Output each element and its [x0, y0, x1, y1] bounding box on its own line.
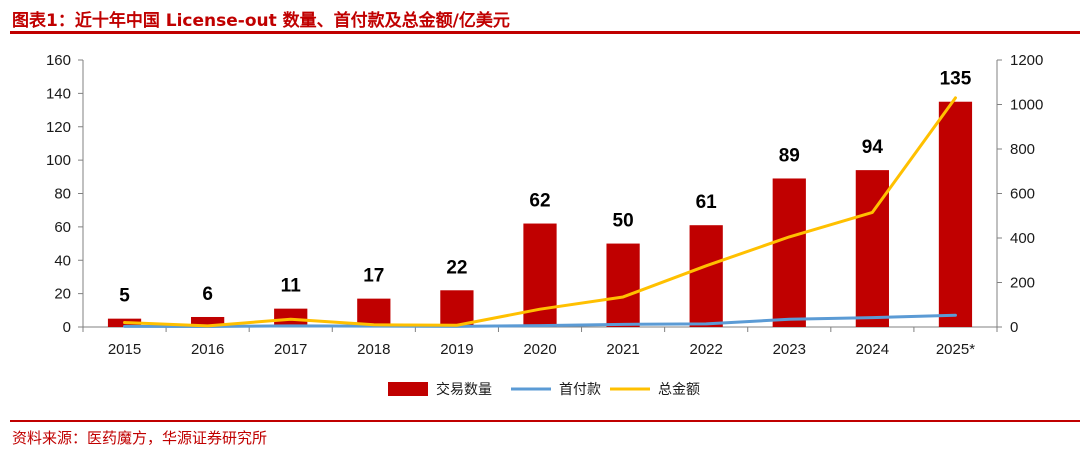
y-left-tick-label: 0 [63, 319, 71, 336]
x-tick-label: 2016 [191, 341, 224, 358]
y-right-tick-label: 600 [1010, 186, 1035, 203]
y-left-tick-label: 120 [46, 119, 71, 136]
bar [772, 178, 806, 327]
bar-data-label: 135 [940, 69, 972, 90]
y-left-tick-label: 100 [46, 152, 71, 169]
bar-data-label: 94 [862, 137, 884, 158]
y-right-tick-label: 1200 [1010, 52, 1043, 69]
y-right-tick-label: 400 [1010, 230, 1035, 247]
x-tick-label: 2019 [440, 341, 473, 358]
bar [689, 225, 723, 327]
total-amount-line [123, 96, 957, 328]
x-tick-label: 2022 [689, 341, 722, 358]
title-divider [10, 31, 1080, 34]
x-tick-label: 2024 [856, 341, 889, 358]
bar-data-label: 5 [119, 286, 130, 307]
x-tick-label: 2015 [108, 341, 141, 358]
bar-data-label: 62 [529, 191, 550, 212]
bar-data-label: 11 [281, 276, 302, 297]
y-right-tick-label: 800 [1010, 141, 1035, 158]
bar [938, 101, 973, 327]
y-left-tick-label: 60 [54, 219, 71, 236]
x-tick-label: 2021 [606, 341, 639, 358]
axes: 0 20 40 60 80 100 120 140 160 0 200 400 600 800 1000 12… [46, 52, 1043, 358]
upfront-payment-line [123, 313, 957, 329]
combo-chart: 0 20 40 60 80 100 120 140 160 0 200 400 600 800 1000 12… [46, 52, 1043, 398]
bar [357, 298, 391, 327]
y-right-tick-label: 200 [1010, 275, 1035, 292]
bar [191, 316, 225, 327]
bar-data-label: 17 [363, 266, 384, 287]
bar-data-label: 50 [613, 211, 634, 232]
y-right-tick-label: 1000 [1010, 97, 1043, 114]
bar [440, 290, 474, 327]
x-tick-label: 2025* [936, 341, 975, 358]
y-left-tick-label: 140 [46, 85, 71, 102]
bar [855, 170, 889, 327]
y-left-tick-label: 20 [54, 286, 71, 303]
legend-item-trade-count-swatch [388, 382, 428, 396]
x-tick-label: 2017 [274, 341, 307, 358]
bar-data-label: 89 [779, 145, 800, 166]
legend: 交易数量 首付款 总金额 [388, 381, 700, 398]
bar-data-label: 6 [202, 284, 213, 305]
data-labels: 5 6 11 17 22 62 50 61 89 94 135 [119, 69, 971, 307]
bar [606, 243, 640, 327]
footer-divider [10, 420, 1080, 422]
legend-item-total-label: 总金额 [658, 382, 700, 398]
bar-data-label: 22 [446, 257, 467, 278]
bar-data-label: 61 [696, 192, 718, 213]
chart-title: 图表1：近十年中国 License-out 数量、首付款及总金额/亿美元 [12, 11, 510, 31]
y-left-tick-label: 160 [46, 52, 71, 69]
x-tick-label: 2020 [523, 341, 556, 358]
y-left-tick-label: 80 [54, 186, 71, 203]
y-right-tick-label: 0 [1010, 319, 1018, 336]
x-tick-label: 2023 [773, 341, 806, 358]
x-tick-label: 2018 [357, 341, 390, 358]
line-series [123, 96, 957, 329]
legend-item-trade-count-label: 交易数量 [436, 381, 492, 398]
legend-item-upfront-label: 首付款 [559, 382, 601, 398]
source-note: 资料来源：医药魔方，华源证券研究所 [12, 429, 268, 447]
bar-series [107, 101, 973, 327]
y-left-tick-label: 40 [54, 252, 71, 269]
